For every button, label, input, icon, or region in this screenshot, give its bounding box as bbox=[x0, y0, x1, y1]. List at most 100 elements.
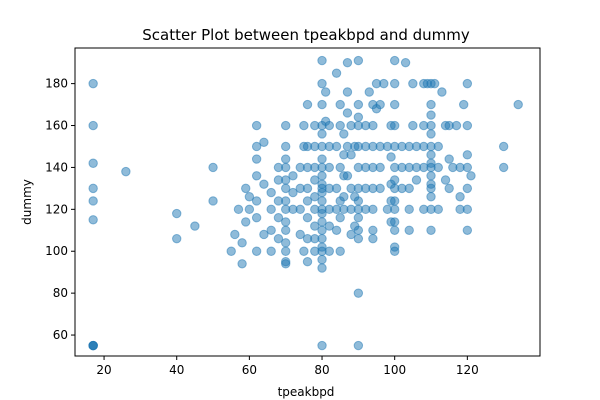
scatter-point bbox=[368, 225, 378, 235]
scatter-point bbox=[324, 120, 334, 131]
scatter-point bbox=[386, 152, 396, 162]
scatter-point bbox=[259, 137, 269, 147]
scatter-point bbox=[335, 120, 345, 131]
chart-title: Scatter Plot between tpeakbpd and dummy bbox=[142, 26, 470, 44]
scatter-point bbox=[88, 120, 98, 131]
scatter-point bbox=[498, 141, 509, 152]
scatter-point bbox=[368, 204, 378, 215]
scatter-point bbox=[310, 175, 320, 185]
scatter-point bbox=[251, 246, 262, 256]
scatter-point bbox=[462, 183, 473, 194]
scatter-point bbox=[281, 259, 291, 269]
scatter-point bbox=[299, 246, 309, 256]
scatter-point bbox=[281, 183, 291, 194]
scatter-point bbox=[88, 78, 98, 89]
scatter-point bbox=[331, 183, 342, 194]
scatter-point bbox=[302, 99, 313, 110]
x-tick-label: 60 bbox=[242, 363, 257, 377]
scatter-point bbox=[353, 55, 364, 66]
scatter-point bbox=[451, 120, 462, 131]
scatter-point bbox=[433, 162, 443, 173]
scatter-point bbox=[426, 192, 436, 202]
scatter-point bbox=[172, 208, 182, 219]
scatter-point bbox=[368, 233, 378, 244]
scatter-point bbox=[342, 171, 353, 181]
scatter-point bbox=[353, 112, 364, 122]
x-tick-label: 40 bbox=[169, 363, 184, 377]
scatter-point bbox=[498, 162, 509, 173]
scatter-point bbox=[295, 229, 305, 240]
scatter-point bbox=[288, 187, 298, 198]
scatter-point bbox=[88, 183, 98, 194]
scatter-point bbox=[266, 225, 276, 235]
scatter-point bbox=[339, 192, 349, 202]
scatter-point bbox=[288, 171, 298, 181]
scatter-point bbox=[266, 204, 276, 215]
x-tick-label: 120 bbox=[456, 363, 479, 377]
scatter-point bbox=[411, 175, 422, 185]
scatter-point bbox=[88, 340, 98, 351]
scatter-point bbox=[375, 99, 385, 110]
scatter-point bbox=[342, 87, 353, 97]
y-tick-label: 60 bbox=[53, 328, 68, 342]
x-tick-label: 100 bbox=[383, 363, 406, 377]
scatter-point bbox=[317, 55, 327, 66]
scatter-point bbox=[88, 158, 98, 168]
scatter-point bbox=[353, 213, 364, 223]
scatter-point bbox=[331, 225, 342, 235]
y-tick-label: 120 bbox=[45, 202, 68, 216]
scatter-point bbox=[389, 78, 400, 89]
scatter-point bbox=[408, 78, 418, 89]
x-tick-label: 80 bbox=[314, 363, 329, 377]
scatter-point bbox=[375, 183, 385, 194]
scatter-point bbox=[88, 196, 98, 206]
scatter-point bbox=[346, 229, 356, 240]
scatter-point bbox=[281, 154, 291, 164]
scatter-point bbox=[237, 259, 247, 269]
scatter-point bbox=[317, 129, 327, 139]
scatter-point bbox=[426, 110, 436, 120]
x-axis-label: tpeakbpd bbox=[278, 385, 335, 399]
x-tick-label: 20 bbox=[96, 363, 111, 377]
scatter-point bbox=[233, 204, 244, 215]
scatter-point bbox=[389, 217, 400, 227]
scatter-point bbox=[310, 221, 320, 231]
scatter-point bbox=[353, 288, 364, 298]
scatter-point bbox=[244, 192, 255, 202]
scatter-point bbox=[324, 221, 334, 231]
scatter-point bbox=[121, 166, 131, 177]
scatter-point bbox=[281, 238, 291, 248]
scatter-point bbox=[281, 246, 291, 256]
scatter-point bbox=[317, 263, 327, 273]
scatter-point bbox=[389, 99, 400, 110]
scatter-point bbox=[426, 183, 436, 194]
scatter-point bbox=[437, 87, 447, 97]
y-axis-label: dummy bbox=[20, 179, 34, 225]
scatter-point bbox=[426, 129, 436, 139]
scatter-point bbox=[251, 196, 262, 206]
scatter-point bbox=[251, 154, 262, 164]
scatter-point bbox=[440, 175, 451, 185]
scatter-point bbox=[426, 120, 436, 131]
scatter-point bbox=[295, 204, 305, 215]
scatter-point bbox=[466, 171, 476, 181]
scatter-point bbox=[331, 141, 342, 152]
points-layer bbox=[88, 55, 523, 351]
scatter-point bbox=[404, 183, 414, 194]
y-tick-label: 160 bbox=[45, 119, 68, 133]
scatter-point bbox=[426, 171, 436, 181]
scatter-point bbox=[389, 196, 400, 206]
scatter-point bbox=[251, 141, 262, 152]
scatter-point bbox=[302, 196, 313, 206]
scatter-point bbox=[429, 78, 440, 89]
scatter-point bbox=[273, 213, 284, 223]
scatter-point bbox=[346, 150, 356, 160]
scatter-point bbox=[426, 99, 436, 110]
y-tick-label: 180 bbox=[45, 77, 68, 91]
scatter-point bbox=[251, 213, 262, 223]
scatter-point bbox=[302, 183, 313, 194]
scatter-point bbox=[324, 162, 334, 173]
scatter-point bbox=[339, 129, 349, 139]
scatter-point bbox=[404, 225, 414, 235]
